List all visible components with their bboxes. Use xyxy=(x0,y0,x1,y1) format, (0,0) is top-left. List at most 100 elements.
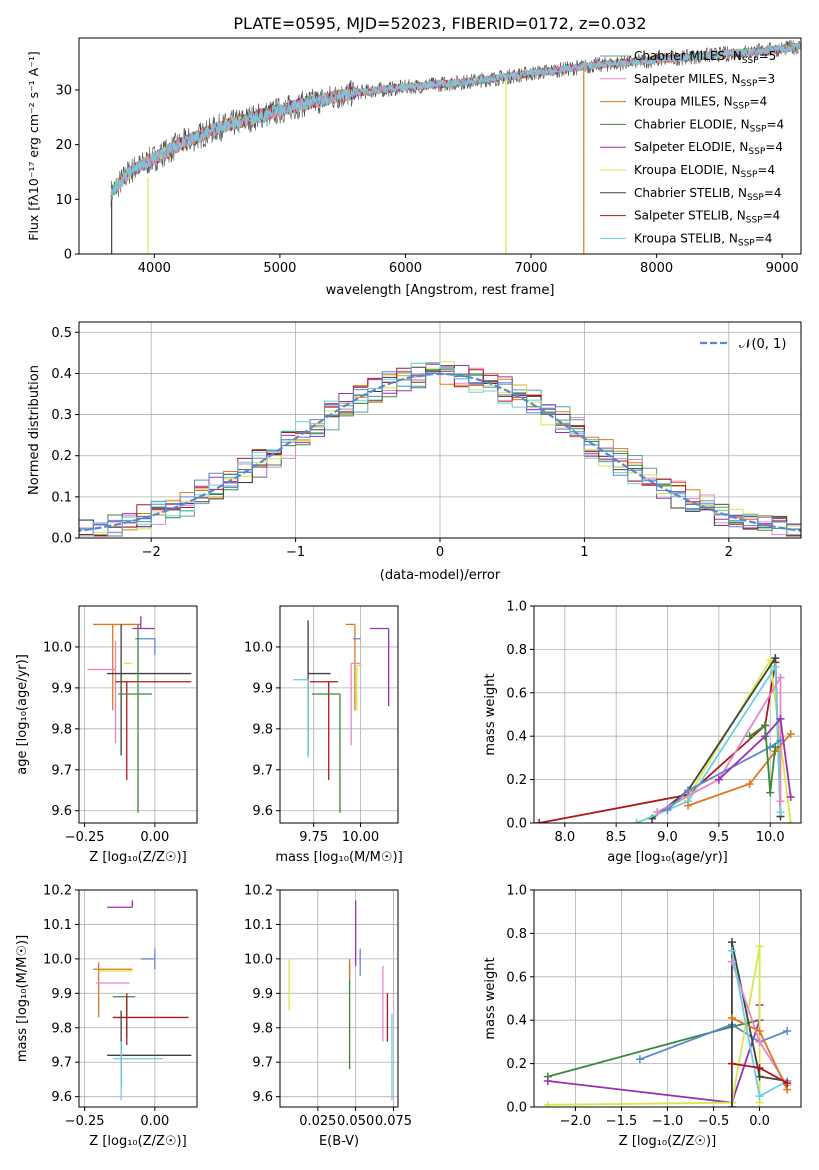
y-tick-label: 9.7 xyxy=(51,763,72,778)
y-tick-label: 0.1 xyxy=(51,490,72,505)
age-vs-metallicity-panel: −0.25 0.00 9.6 9.7 9.8 9.9 10.0 Z [log₁₀(Z/Z☉)]… xyxy=(15,605,198,865)
y-tick-label: 0.6 xyxy=(506,970,527,985)
mass-vs-metallicity-panel: −0.25 0.00 9.6 9.7 9.8 9.9 10.0 10.1 10.2 Z [log₁… xyxy=(15,884,198,1149)
weight-point-marker xyxy=(776,673,785,682)
y-tick-label: 9.9 xyxy=(51,681,72,696)
axes-frame xyxy=(78,889,198,1108)
weight-point-marker xyxy=(535,819,544,823)
figure-title: PLATE=0595, MJD=52023, FIBERID=0172, z=0… xyxy=(233,14,646,33)
legend-subscript: SSP xyxy=(741,79,758,89)
legend-subscript: SSP xyxy=(738,238,755,248)
weight-point-marker xyxy=(771,662,780,671)
x-tick-label: 9.75 xyxy=(299,830,328,845)
legend-entry: Kroupa MILES, NSSP=4 xyxy=(634,95,767,112)
legend-text: Salpeter MILES, N xyxy=(634,72,741,86)
weight-point-marker xyxy=(684,801,693,810)
weight-point-marker xyxy=(543,1100,552,1107)
legend-entry: Kroupa ELODIE, NSSP=4 xyxy=(634,163,775,180)
weight-point-marker xyxy=(776,808,785,817)
x-tick-label: −1 xyxy=(286,545,305,560)
legend-text: Chabrier ELODIE, N xyxy=(634,117,750,131)
y-tick-label: 9.7 xyxy=(252,1056,273,1071)
weight-point-marker xyxy=(653,808,662,817)
x-tick-label: 8.0 xyxy=(554,830,575,845)
weight-point-marker xyxy=(727,946,736,955)
y-tick-label: 9.9 xyxy=(252,681,273,696)
y-tick-label: 0.8 xyxy=(506,643,527,658)
residual-histogram-panel: −2 −1 0 1 2 0.0 0.1 0.2 0.3 0.4 0.5 (data-model)/er… xyxy=(27,321,802,583)
legend-subscript: SSP xyxy=(747,193,764,203)
y-tick-label: 0.0 xyxy=(51,532,72,547)
x-tick-label: 0.075 xyxy=(375,1114,412,1129)
y-tick-label: 0.2 xyxy=(51,449,72,464)
x-tick-label: −1.5 xyxy=(606,1114,638,1129)
legend-text: Salpeter STELIB, N xyxy=(634,209,746,223)
y-tick-label: 0.0 xyxy=(506,1101,527,1116)
x-tick-label: 7000 xyxy=(514,261,547,276)
y-axis-label: mass [log₁₀(M/M☉)] xyxy=(15,935,30,1062)
axes-frame xyxy=(78,37,802,255)
weight-point-marker xyxy=(543,1076,552,1085)
legend-text: Kroupa ELODIE, N xyxy=(634,163,741,177)
legend-text: =4 xyxy=(765,140,783,154)
axes-frame xyxy=(533,889,802,1108)
legend-subscript: SSP xyxy=(742,56,759,66)
weight-point-marker xyxy=(761,721,770,730)
y-tick-label: 9.8 xyxy=(252,1021,273,1036)
weight-point-marker xyxy=(771,743,780,752)
weight-point-marker xyxy=(635,1055,644,1064)
legend-subscript: SSP xyxy=(733,102,750,112)
weight-point-marker xyxy=(786,730,795,739)
axes-frame xyxy=(279,605,399,824)
weight-series-line xyxy=(731,941,788,1107)
x-tick-label: 8000 xyxy=(640,261,673,276)
legend-text: Kroupa STELIB, N xyxy=(634,231,738,245)
y-tick-label: 0.3 xyxy=(51,408,72,423)
x-tick-label: 10.00 xyxy=(342,830,379,845)
y-tick-label: 10.1 xyxy=(43,918,72,933)
legend-text: =4 xyxy=(750,95,768,109)
x-tick-label: 9000 xyxy=(766,261,799,276)
legend-subscript: SSP xyxy=(741,170,758,180)
y-tick-label: 9.7 xyxy=(252,763,273,778)
y-tick-label: 9.8 xyxy=(51,722,72,737)
weight-point-marker xyxy=(663,805,672,814)
histograms xyxy=(79,361,801,537)
weight-point-marker xyxy=(745,779,754,788)
x-axis-label: Z [log₁₀(Z/Z☉)] xyxy=(619,1134,716,1149)
y-tick-label: 9.8 xyxy=(252,722,273,737)
weight-point-marker xyxy=(727,1014,736,1023)
y-axis-label: Flux [fλ10⁻¹⁷ erg cm⁻² s⁻¹ A⁻¹] xyxy=(26,51,41,240)
weight-point-marker xyxy=(727,1059,736,1068)
weight-series-line xyxy=(718,716,792,798)
legend-entry: Salpeter STELIB, NSSP=4 xyxy=(634,209,780,226)
x-tick-label: 5000 xyxy=(263,261,296,276)
weight-point-marker xyxy=(786,792,795,801)
y-tick-label: 10.0 xyxy=(244,640,273,655)
weight-series-line xyxy=(636,663,782,823)
x-tick-label: −0.25 xyxy=(65,1114,105,1129)
x-tick-label: −0.5 xyxy=(698,1114,730,1129)
legend-text: =4 xyxy=(757,163,775,177)
y-tick-label: 0.4 xyxy=(506,1014,527,1029)
y-axis-label: mass weight xyxy=(483,673,498,755)
weight-point-marker xyxy=(745,732,754,741)
legend-text: Kroupa MILES, N xyxy=(634,95,733,109)
legend-entry: Chabrier ELODIE, NSSP=4 xyxy=(634,117,784,134)
x-tick-label: 1 xyxy=(580,545,588,560)
legend-text: Chabrier STELIB, N xyxy=(634,186,747,200)
y-tick-label: 0.0 xyxy=(506,817,527,832)
x-tick-label: 0.050 xyxy=(337,1114,374,1129)
mass-vs-ebv-panel: 0.025 0.050 0.075 9.6 9.7 9.8 9.9 10.0 10.1 10.2 E… xyxy=(244,884,412,1150)
weight-vs-metallicity-panel: −2.0 −1.5 −1.0 −0.5 0.0 0.0 0.2 0.4 0.6 0.8 1.0 Z [… xyxy=(483,884,802,1149)
y-tick-label: 0.5 xyxy=(51,326,72,341)
y-tick-label: 10.1 xyxy=(244,918,273,933)
weight-vs-age-panel: 8.0 8.5 9.0 9.5 10.0 0.0 0.2 0.4 0.6 0.8 1.0 age [l… xyxy=(483,600,802,865)
y-tick-label: 10.2 xyxy=(244,884,273,899)
weight-lines xyxy=(535,654,795,823)
weight-point-marker xyxy=(766,788,775,797)
x-tick-label: 10.0 xyxy=(756,830,785,845)
y-tick-label: 9.6 xyxy=(252,1090,273,1105)
y-tick-label: 0 xyxy=(64,248,72,263)
